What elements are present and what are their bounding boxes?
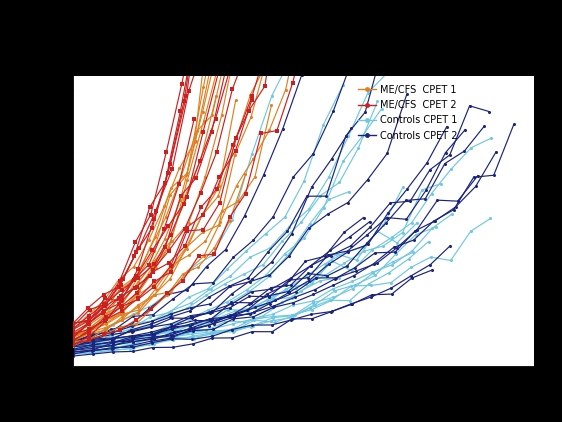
Controls CPET 2 bbox=[209, 335, 216, 341]
Controls CPET 1 bbox=[205, 287, 211, 292]
Line: Controls CPET 2: Controls CPET 2 bbox=[71, 269, 433, 357]
ME/CFS  CPET 1 bbox=[191, 140, 198, 145]
Controls CPET 2 bbox=[369, 292, 375, 298]
Controls CPET 1 bbox=[147, 314, 153, 319]
X-axis label: Power Output per body weight (W/kg): Power Output per body weight (W/kg) bbox=[192, 392, 415, 406]
Line: ME/CFS  CPET 2: ME/CFS CPET 2 bbox=[71, 0, 298, 325]
Controls CPET 2 bbox=[329, 309, 336, 314]
Controls CPET 2 bbox=[289, 316, 296, 322]
Y-axis label: Lactate during Exercise (mM): Lactate during Exercise (mM) bbox=[20, 135, 33, 308]
Controls CPET 2 bbox=[169, 345, 176, 350]
Controls CPET 1 bbox=[185, 295, 192, 300]
Controls CPET 1 bbox=[301, 178, 307, 183]
Controls CPET 1 bbox=[70, 342, 76, 347]
ME/CFS  CPET 2 bbox=[197, 205, 204, 210]
Controls CPET 1 bbox=[282, 214, 288, 219]
Controls CPET 2 bbox=[149, 345, 156, 350]
Controls CPET 2 bbox=[110, 349, 116, 354]
ME/CFS  CPET 2 bbox=[166, 260, 173, 265]
Controls CPET 1 bbox=[243, 248, 250, 253]
Controls CPET 1 bbox=[339, 83, 346, 88]
ME/CFS  CPET 2 bbox=[149, 269, 156, 274]
ME/CFS  CPET 2 bbox=[85, 317, 92, 322]
Line: ME/CFS  CPET 1: ME/CFS CPET 1 bbox=[71, 0, 242, 331]
Controls CPET 1 bbox=[262, 231, 269, 236]
Controls CPET 1 bbox=[108, 333, 115, 338]
ME/CFS  CPET 1 bbox=[146, 237, 152, 242]
ME/CFS  CPET 2 bbox=[246, 108, 252, 113]
Controls CPET 2 bbox=[229, 335, 236, 341]
ME/CFS  CPET 2 bbox=[214, 187, 220, 192]
ME/CFS  CPET 2 bbox=[229, 142, 236, 147]
Line: Controls CPET 1: Controls CPET 1 bbox=[71, 84, 345, 346]
Controls CPET 1 bbox=[224, 267, 230, 272]
Controls CPET 2 bbox=[348, 302, 355, 307]
Controls CPET 2 bbox=[269, 329, 275, 334]
Controls CPET 2 bbox=[428, 268, 435, 273]
Controls CPET 1 bbox=[89, 339, 96, 344]
ME/CFS  CPET 1 bbox=[176, 166, 183, 171]
Controls CPET 2 bbox=[189, 341, 196, 346]
Text: c: c bbox=[17, 5, 27, 23]
Controls CPET 2 bbox=[70, 354, 76, 359]
Controls CPET 2 bbox=[408, 276, 415, 281]
Controls CPET 2 bbox=[388, 292, 395, 297]
Controls CPET 1 bbox=[320, 122, 327, 127]
Controls CPET 2 bbox=[129, 349, 136, 354]
ME/CFS  CPET 1 bbox=[206, 8, 213, 14]
Controls CPET 1 bbox=[128, 326, 134, 331]
ME/CFS  CPET 2 bbox=[134, 284, 140, 289]
ME/CFS  CPET 2 bbox=[102, 304, 108, 309]
ME/CFS  CPET 2 bbox=[261, 84, 268, 89]
ME/CFS  CPET 1 bbox=[161, 204, 167, 209]
Controls CPET 2 bbox=[89, 352, 96, 357]
Legend: ME/CFS  CPET 1, ME/CFS  CPET 2, Controls CPET 1, Controls CPET 2: ME/CFS CPET 1, ME/CFS CPET 2, Controls C… bbox=[355, 81, 461, 145]
ME/CFS  CPET 2 bbox=[117, 294, 124, 299]
ME/CFS  CPET 2 bbox=[70, 321, 76, 326]
ME/CFS  CPET 2 bbox=[182, 243, 188, 249]
ME/CFS  CPET 1 bbox=[100, 298, 107, 303]
Controls CPET 2 bbox=[249, 329, 256, 334]
Controls CPET 1 bbox=[166, 310, 173, 315]
ME/CFS  CPET 1 bbox=[115, 277, 122, 282]
ME/CFS  CPET 1 bbox=[70, 327, 76, 332]
Controls CPET 2 bbox=[309, 316, 315, 321]
ME/CFS  CPET 1 bbox=[130, 264, 137, 269]
ME/CFS  CPET 1 bbox=[85, 312, 92, 317]
